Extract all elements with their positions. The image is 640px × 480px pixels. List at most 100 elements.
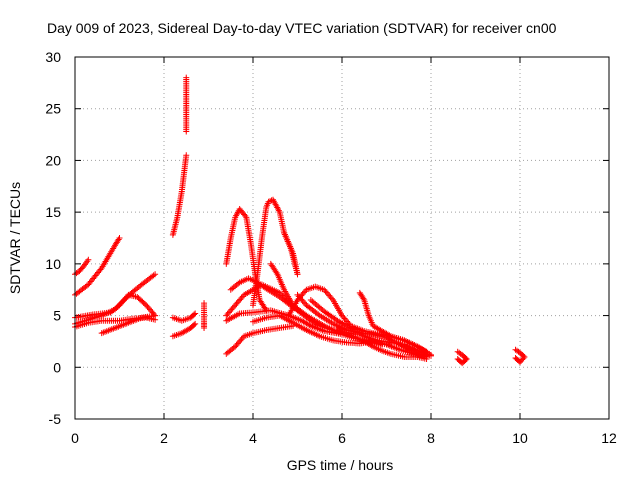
data-point xyxy=(273,269,280,276)
data-point xyxy=(236,297,243,304)
data-point xyxy=(312,300,319,307)
y-tick-label: 0 xyxy=(53,359,61,375)
data-point xyxy=(242,212,249,219)
data-point xyxy=(306,322,313,329)
data-point xyxy=(428,351,434,358)
data-point xyxy=(386,332,393,339)
data-point xyxy=(238,336,245,343)
data-point xyxy=(301,311,308,318)
data-point xyxy=(192,310,199,317)
data-point xyxy=(143,302,150,309)
chart-title: Day 009 of 2023, Sidereal Day-to-day VTE… xyxy=(47,20,557,36)
data-point xyxy=(235,280,242,287)
data-point xyxy=(333,316,340,323)
data-point xyxy=(223,312,230,319)
data-point xyxy=(325,291,332,298)
data-point xyxy=(321,286,328,293)
data-point xyxy=(121,296,128,303)
data-point xyxy=(227,308,234,315)
data-point xyxy=(116,302,123,309)
data-point xyxy=(234,340,241,347)
x-tick-label: 12 xyxy=(601,430,617,446)
data-point xyxy=(342,317,349,324)
data-point xyxy=(115,236,122,243)
data-point xyxy=(340,314,347,321)
data-point xyxy=(237,337,244,344)
y-tick-label: 10 xyxy=(45,256,61,272)
grid xyxy=(75,57,609,419)
data-point xyxy=(294,291,301,298)
data-point xyxy=(360,295,367,302)
data-point xyxy=(322,288,329,295)
data-point xyxy=(236,339,243,346)
data-point xyxy=(230,344,237,351)
data-point xyxy=(513,356,520,363)
data-point xyxy=(279,292,286,299)
data-point xyxy=(423,356,430,363)
data-point xyxy=(120,297,127,304)
x-tick-label: 2 xyxy=(160,430,168,446)
x-tick-label: 0 xyxy=(71,430,79,446)
data-point xyxy=(297,294,304,301)
data-point xyxy=(455,357,462,364)
data-point xyxy=(201,300,208,307)
data-point xyxy=(341,315,348,322)
data-point xyxy=(147,306,154,313)
data-point xyxy=(191,311,198,318)
data-point xyxy=(238,294,245,301)
y-tick-label: 30 xyxy=(45,49,61,65)
data-point xyxy=(316,304,323,311)
data-point xyxy=(85,256,92,263)
data-point xyxy=(183,74,190,81)
data-point xyxy=(339,312,345,319)
data-point xyxy=(323,289,330,296)
y-tick-label: -5 xyxy=(49,411,62,427)
data-point xyxy=(192,320,199,327)
data-point xyxy=(191,321,198,328)
data-point xyxy=(232,343,239,350)
data-point xyxy=(183,152,190,159)
tick-labels: 0 2 4 6 8 10 12 -5 0 5 10 15 20 25 30 xyxy=(45,49,617,446)
data-point xyxy=(119,299,126,306)
data-point xyxy=(309,298,316,305)
data-point xyxy=(141,301,148,308)
data-point xyxy=(145,305,152,312)
data-point xyxy=(328,295,335,302)
x-axis-label: GPS time / hours xyxy=(287,457,394,473)
data-point xyxy=(83,282,90,289)
data-point xyxy=(233,342,240,349)
data-point xyxy=(229,305,236,312)
data-point xyxy=(315,311,322,318)
y-tick-label: 25 xyxy=(45,101,61,117)
data-point xyxy=(115,303,122,310)
data-point xyxy=(300,299,307,306)
data-point xyxy=(144,303,151,310)
data-point xyxy=(124,293,131,300)
data-point xyxy=(327,294,334,301)
data-point xyxy=(299,291,306,298)
data-point xyxy=(278,291,285,298)
data-point xyxy=(230,303,237,310)
data-point xyxy=(299,297,306,304)
data-point xyxy=(313,302,320,309)
data-point xyxy=(152,312,159,319)
data-point xyxy=(233,300,240,307)
y-tick-label: 15 xyxy=(45,204,61,220)
data-point xyxy=(149,309,156,316)
data-point xyxy=(298,296,305,303)
data-point xyxy=(228,306,235,313)
data-point xyxy=(117,300,124,307)
data-point xyxy=(318,305,325,312)
data-point xyxy=(224,311,231,318)
data-point xyxy=(454,356,461,363)
data-point xyxy=(302,288,309,295)
data-point xyxy=(368,342,375,349)
data-point xyxy=(234,299,241,306)
data-point xyxy=(276,289,283,296)
data-point xyxy=(300,289,307,296)
data-point xyxy=(310,299,317,306)
data-point xyxy=(150,272,157,279)
data-point xyxy=(148,308,155,315)
